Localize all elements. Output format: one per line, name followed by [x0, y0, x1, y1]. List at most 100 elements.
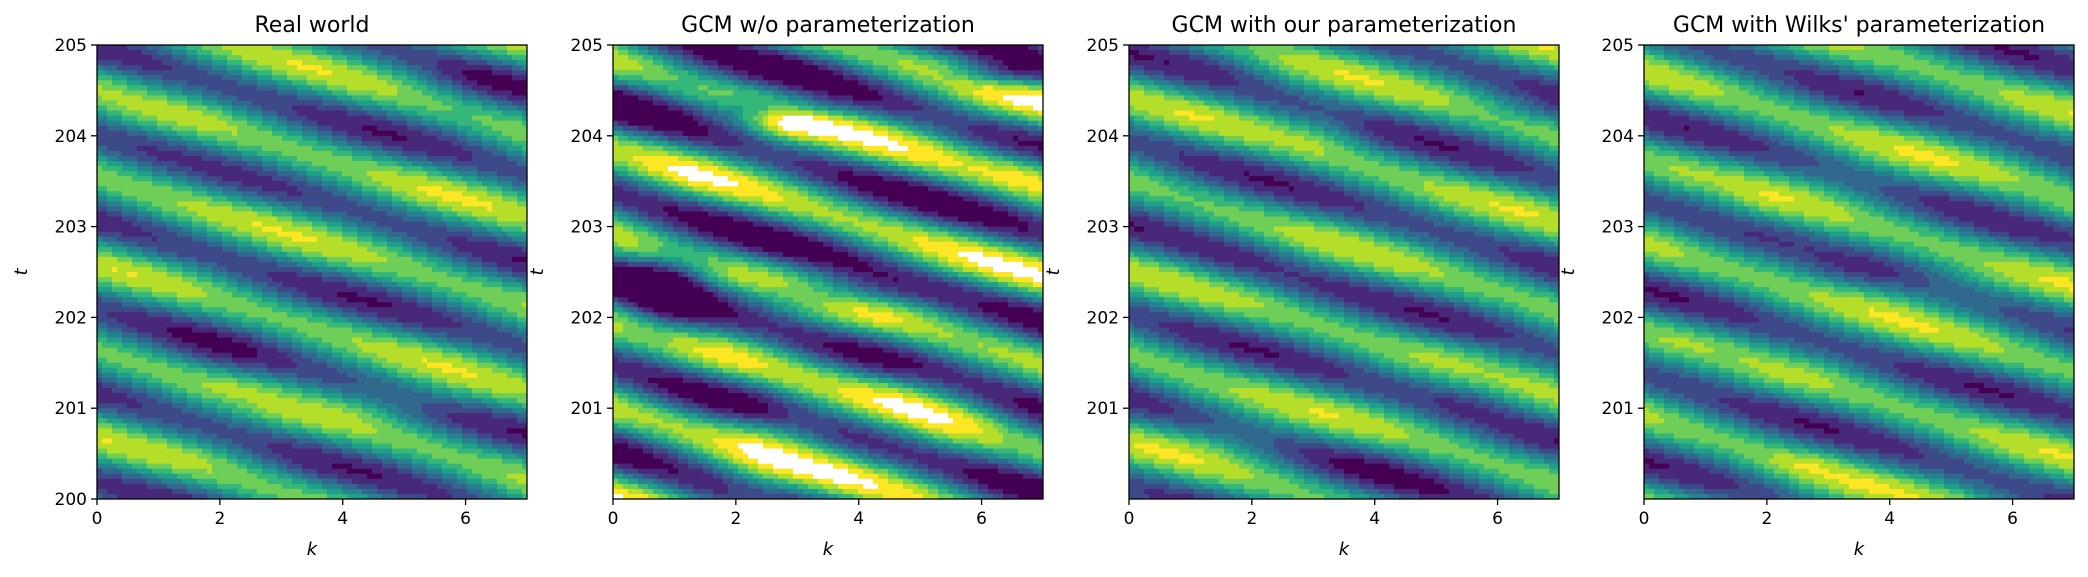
heatmap-cell — [247, 211, 253, 218]
heatmap-cell — [302, 226, 308, 233]
heatmap-cell — [387, 312, 393, 318]
heatmap-cell — [247, 55, 253, 61]
heatmap-cell — [212, 186, 218, 192]
heatmap-cell — [202, 251, 208, 258]
heatmap-cell — [107, 50, 113, 56]
heatmap-cell — [257, 256, 263, 263]
heatmap-cell — [272, 125, 278, 132]
heatmap-cell — [487, 65, 493, 71]
heatmap-cell — [132, 70, 138, 76]
heatmap-cell — [162, 140, 168, 147]
heatmap-cell — [437, 50, 443, 56]
heatmap-cell — [402, 322, 408, 329]
heatmap-cell — [452, 161, 458, 167]
heatmap-cell — [307, 272, 313, 278]
heatmap-cell — [252, 155, 258, 162]
heatmap-cell — [442, 206, 448, 213]
heatmap-cell — [247, 191, 253, 197]
heatmap-cell — [327, 85, 333, 91]
heatmap-cell — [362, 256, 368, 263]
heatmap-cell — [492, 65, 498, 71]
heatmap-cell — [412, 317, 418, 324]
heatmap-cell — [362, 60, 368, 66]
heatmap-cell — [477, 166, 483, 172]
heatmap-cell — [332, 277, 338, 283]
heatmap-cell — [317, 150, 323, 157]
heatmap-cell — [317, 155, 323, 162]
heatmap-cell — [237, 231, 243, 238]
heatmap-cell — [402, 186, 408, 192]
heatmap-cell — [447, 125, 453, 132]
heatmap-cell — [197, 65, 203, 71]
heatmap-cell — [352, 145, 358, 152]
heatmap-cell — [412, 115, 418, 122]
heatmap-cell — [477, 266, 483, 273]
heatmap-cell — [177, 282, 183, 288]
heatmap-cell — [102, 130, 108, 137]
heatmap-cell — [502, 236, 508, 243]
heatmap-cell — [207, 145, 213, 152]
heatmap-cell — [397, 236, 403, 243]
heatmap-cell — [487, 150, 493, 157]
heatmap-cell — [267, 256, 273, 263]
heatmap-cell — [507, 307, 513, 313]
heatmap-cell — [322, 75, 328, 81]
heatmap-cell — [137, 211, 143, 218]
heatmap-cell — [112, 60, 118, 66]
heatmap-cell — [282, 85, 288, 91]
heatmap-cell — [327, 317, 333, 324]
heatmap-cell — [202, 50, 208, 56]
heatmap-cell — [197, 135, 203, 142]
heatmap-cell — [257, 130, 263, 137]
heatmap-cell — [162, 135, 168, 142]
heatmap-cell — [442, 277, 448, 283]
heatmap-cell — [247, 115, 253, 122]
heatmap-cell — [237, 115, 243, 122]
heatmap-cell — [287, 45, 293, 51]
heatmap-cell — [177, 105, 183, 112]
heatmap-cell — [152, 45, 158, 51]
heatmap-cell — [282, 317, 288, 324]
heatmap-cell — [482, 130, 488, 137]
heatmap-cell — [317, 282, 323, 288]
heatmap-cell — [207, 317, 213, 324]
heatmap-cell — [497, 171, 503, 177]
heatmap-cell — [342, 287, 348, 293]
heatmap-cell — [127, 241, 133, 248]
heatmap-cell — [447, 251, 453, 258]
heatmap-cell — [512, 85, 518, 91]
heatmap-cell — [367, 130, 373, 137]
heatmap-cell — [122, 50, 128, 56]
heatmap-cell — [292, 211, 298, 218]
heatmap-cell — [402, 246, 408, 253]
heatmap-cell — [207, 206, 213, 213]
heatmap-cell — [242, 201, 248, 208]
heatmap-cell — [522, 292, 527, 298]
heatmap-cell — [477, 302, 483, 308]
heatmap-cell — [407, 302, 413, 308]
heatmap-cell — [197, 307, 203, 313]
heatmap-cell — [312, 322, 318, 329]
heatmap-cell — [312, 206, 318, 213]
heatmap-cell — [97, 171, 103, 177]
heatmap-cell — [512, 120, 518, 127]
heatmap-cell — [392, 332, 398, 339]
heatmap-cell — [272, 65, 278, 71]
heatmap-cell — [412, 221, 418, 228]
heatmap-cell — [407, 241, 413, 248]
heatmap-cell — [162, 90, 168, 97]
heatmap-cell — [332, 196, 338, 202]
heatmap-cell — [477, 246, 483, 253]
heatmap-cell — [137, 236, 143, 243]
heatmap-cell — [342, 55, 348, 61]
heatmap-cell — [492, 120, 498, 127]
heatmap-cell — [432, 65, 438, 71]
heatmap-cell — [427, 80, 433, 86]
heatmap-cell — [222, 292, 228, 298]
heatmap-cell — [307, 261, 313, 268]
heatmap-cell — [272, 261, 278, 268]
heatmap-cell — [372, 241, 378, 248]
heatmap-cell — [287, 155, 293, 162]
heatmap-cell — [447, 171, 453, 177]
heatmap-cell — [427, 161, 433, 167]
